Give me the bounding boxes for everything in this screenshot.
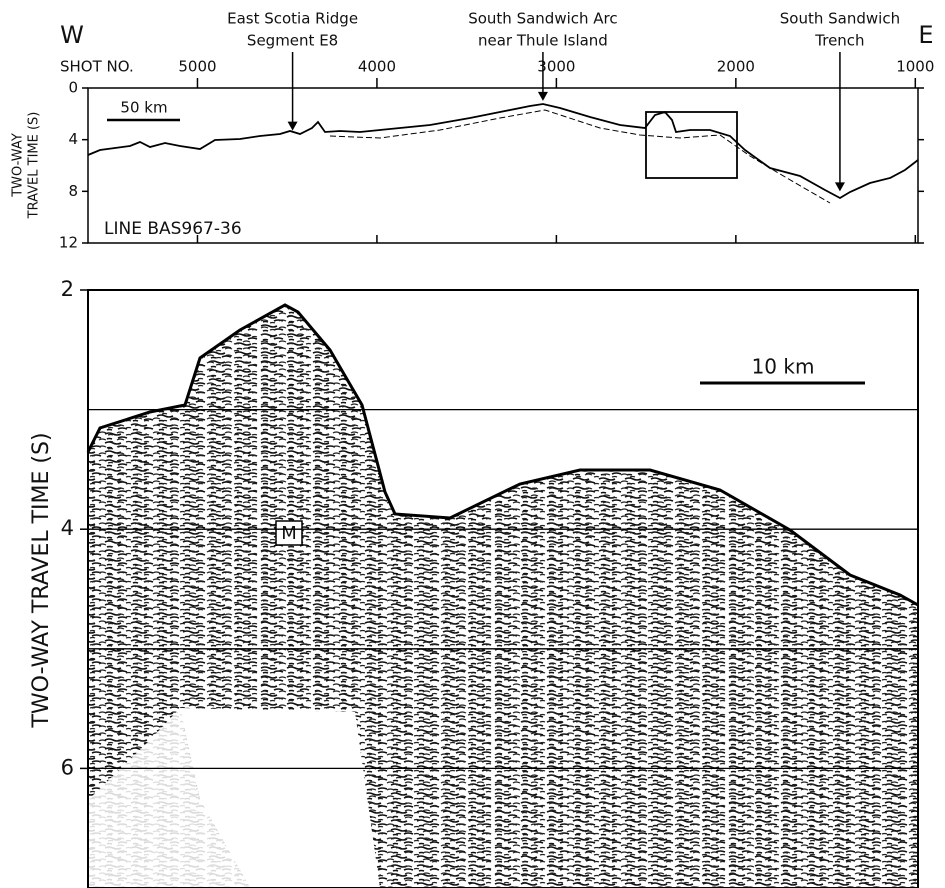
west-label: W [60, 21, 84, 49]
seafloor-reflector [86, 303, 919, 607]
marker-box [275, 520, 303, 546]
east-label: E [918, 21, 933, 49]
arrow-head [287, 121, 298, 131]
scale-bar-label: 10 km [752, 355, 815, 379]
annotation-text: Segment E8 [247, 32, 338, 50]
x-tick-label: 4000 [358, 58, 396, 76]
y-label-line: TRAVEL TIME (S) [27, 112, 42, 220]
annotation-text: South Sandwich [780, 10, 900, 28]
line-label: LINE BAS967-36 [104, 219, 242, 239]
y-label-line: TWO-WAY [11, 133, 26, 198]
x-axis-label: SHOT NO. [60, 58, 134, 76]
arrow-head [537, 91, 548, 101]
blank-zone [88, 708, 250, 888]
annotation-text: Trench [814, 32, 864, 50]
y-tick-label: 4 [68, 130, 78, 148]
y-tick-label: 2 [61, 277, 74, 301]
inset-box [645, 111, 738, 179]
annotation-text: South Sandwich Arc [468, 10, 617, 28]
x-tick-label: 2000 [717, 58, 755, 76]
y-tick-label: 8 [68, 182, 78, 200]
marker-label: M [281, 523, 297, 544]
y-tick-label: 4 [61, 516, 74, 540]
y-axis-label: TWO-WAY TRAVEL TIME (S) [29, 432, 54, 728]
y-tick-label: 0 [68, 79, 78, 97]
x-tick-label: 5000 [178, 58, 216, 76]
annotation-text: near Thule Island [478, 32, 608, 50]
top-frame [87, 87, 919, 244]
scale-bar-label: 50 km [120, 99, 167, 117]
bottom-frame [87, 289, 919, 888]
y-tick-label: 6 [61, 755, 74, 779]
x-tick-label: 1000 [896, 58, 934, 76]
seafloor-profile [87, 103, 919, 200]
arrow-head [834, 182, 845, 192]
x-tick-label: 3000 [537, 58, 575, 76]
seafloor-echo [329, 109, 831, 204]
blank-zone [180, 708, 380, 888]
annotation-text: East Scotia Ridge [227, 10, 358, 28]
y-tick-label: 12 [59, 234, 78, 252]
